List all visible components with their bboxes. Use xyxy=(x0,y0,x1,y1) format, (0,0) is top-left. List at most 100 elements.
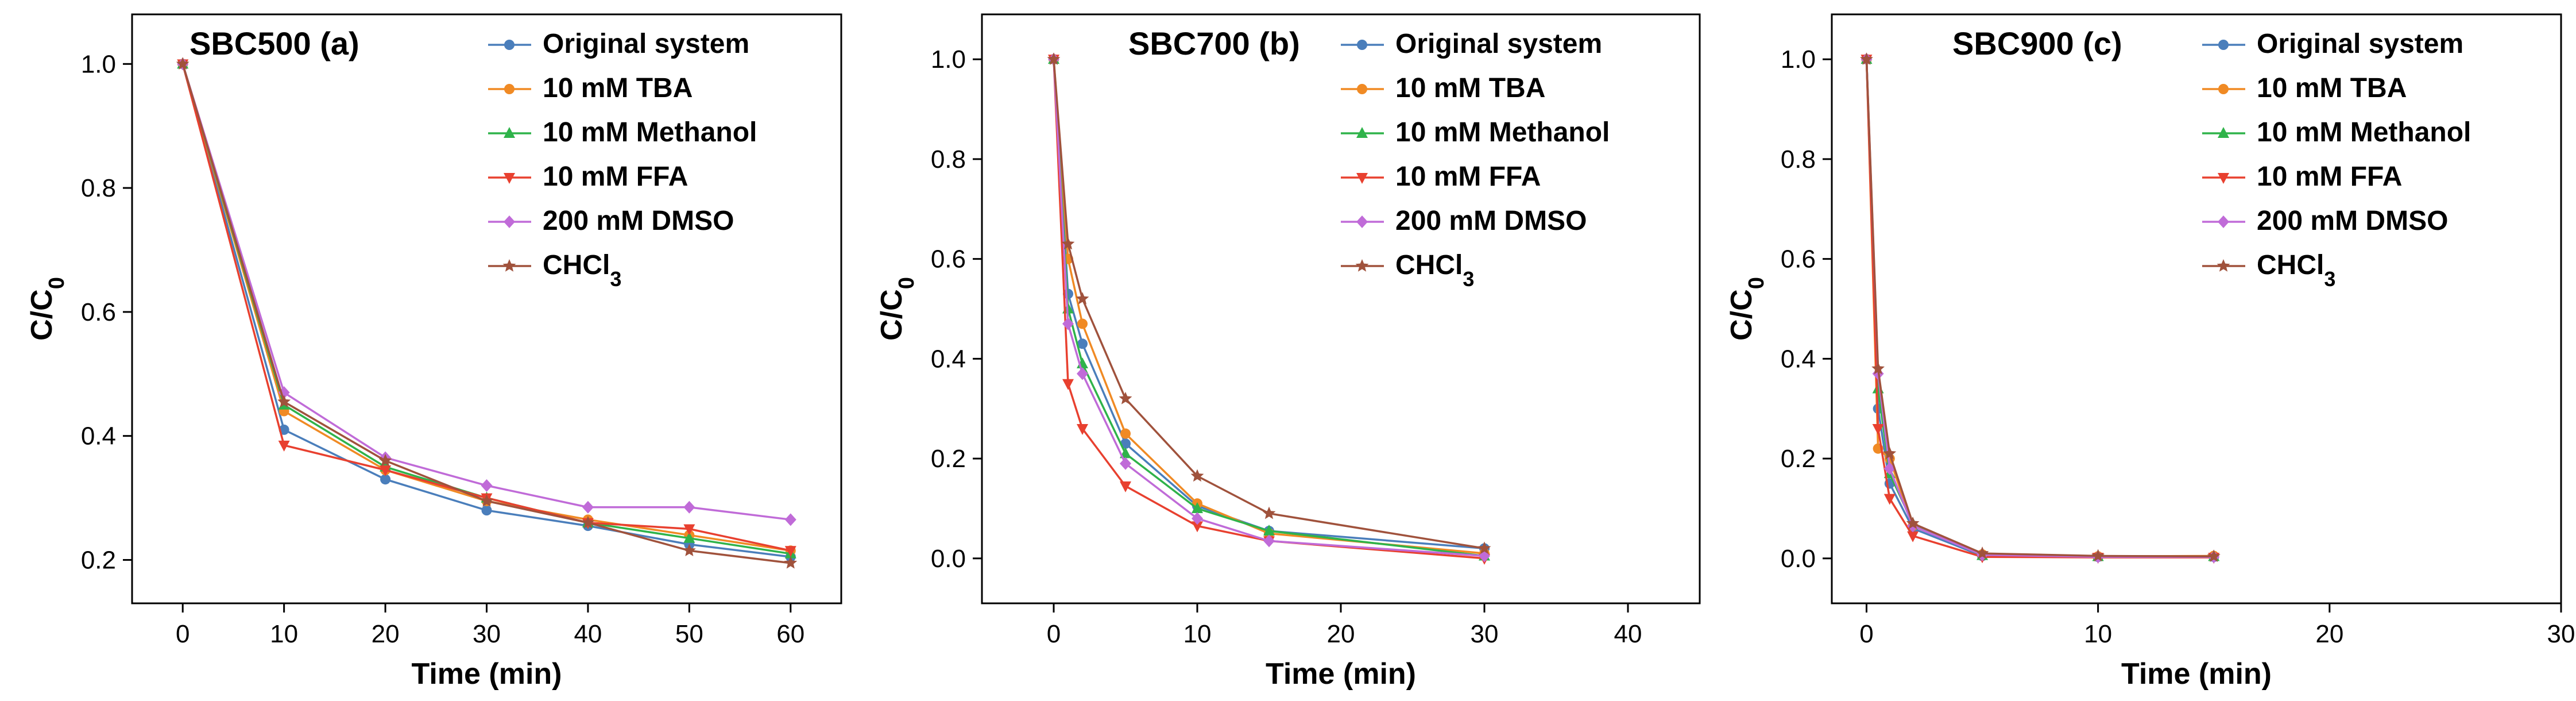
data-point xyxy=(278,440,290,452)
legend-label: CHCl3 xyxy=(543,250,621,291)
legend-swatch-marker xyxy=(504,127,515,138)
data-point xyxy=(1076,292,1089,305)
plot-frame xyxy=(1831,13,2562,604)
legend-label: 10 mM FFA xyxy=(2257,161,2402,192)
x-axis-title: Time (min) xyxy=(2121,657,2272,691)
series-200-mm-dmso xyxy=(1861,53,2220,564)
legend-swatch-marker xyxy=(504,215,515,228)
panel-title: SBC700 (b) xyxy=(1128,25,1300,61)
legend-swatch-marker xyxy=(2218,215,2229,228)
legend-label: 10 mM Methanol xyxy=(543,117,757,148)
data-point xyxy=(1192,512,1203,525)
data-point xyxy=(1077,338,1088,349)
data-point xyxy=(481,505,492,516)
data-point xyxy=(683,524,695,536)
data-point xyxy=(277,395,291,408)
y-tick-label: 1.0 xyxy=(81,50,116,78)
legend-label: 10 mM TBA xyxy=(2257,73,2407,103)
data-point xyxy=(380,465,392,477)
data-point xyxy=(1262,506,1276,519)
data-point xyxy=(1120,428,1131,439)
y-tick-label: 0.8 xyxy=(931,145,966,174)
data-point xyxy=(1062,379,1074,390)
legend-swatch-marker xyxy=(2217,259,2230,272)
legend: Original system 10 mM TBA 10 mM Methanol 10… xyxy=(2202,29,2471,291)
legend-label: 200 mM DMSO xyxy=(543,206,734,236)
y-tick-label: 0.4 xyxy=(931,345,966,373)
data-point xyxy=(1077,423,1088,435)
x-tick-label: 20 xyxy=(2315,620,2343,648)
x-tick-label: 0 xyxy=(1047,620,1061,648)
data-point xyxy=(1120,457,1131,470)
y-tick-label: 0.4 xyxy=(81,422,116,450)
data-point xyxy=(1192,502,1203,513)
data-point xyxy=(1860,52,1873,65)
legend-label: CHCl3 xyxy=(2257,250,2335,291)
x-tick-label: 0 xyxy=(1859,620,1873,648)
y-axis-title: C/C0 xyxy=(1725,277,1769,341)
y-tick-label: 0.6 xyxy=(1781,245,1816,274)
data-point xyxy=(784,556,798,569)
x-tick-label: 10 xyxy=(1183,620,1212,648)
data-point xyxy=(784,546,796,557)
legend-swatch-marker xyxy=(2218,40,2229,50)
legend-label: 200 mM DMSO xyxy=(2257,206,2448,236)
y-tick-label: 0.2 xyxy=(81,546,116,574)
legend-label: 10 mM FFA xyxy=(543,161,688,192)
data-point xyxy=(1061,237,1075,250)
data-point xyxy=(1906,517,1920,529)
legend-label: 10 mM TBA xyxy=(1395,73,1545,103)
data-point xyxy=(378,453,392,467)
data-point xyxy=(380,474,391,485)
data-point xyxy=(682,544,696,556)
series-chcl3 xyxy=(1047,52,1491,554)
legend-label: CHCl3 xyxy=(1395,250,1474,291)
data-point xyxy=(1077,318,1088,329)
data-point xyxy=(481,479,493,492)
x-tick-label: 10 xyxy=(270,620,298,648)
data-point xyxy=(1120,481,1131,492)
series-line xyxy=(1865,59,2214,558)
data-point xyxy=(480,494,493,507)
x-tick-label: 30 xyxy=(473,620,501,648)
x-tick-label: 40 xyxy=(1614,620,1642,648)
legend: Original system 10 mM TBA 10 mM Methanol 10… xyxy=(488,29,757,291)
data-point xyxy=(2207,549,2221,563)
series-line xyxy=(1865,59,2214,558)
legend-label: 10 mM Methanol xyxy=(2257,117,2471,148)
series-chcl3 xyxy=(1860,52,2221,563)
data-point xyxy=(1119,391,1132,405)
chart-panel-c: 0 10 20 30 0.0 0.2 0.4 0.6 0.8 1.0 Time (min) C/C0 S… xyxy=(1717,0,2575,701)
legend-swatch-marker xyxy=(2218,173,2229,184)
legend-label: 10 mM TBA xyxy=(543,73,693,103)
series-10-mm-methanol xyxy=(1861,53,2220,561)
legend-label: Original system xyxy=(543,29,749,59)
legend-swatch-marker xyxy=(1355,259,1369,272)
series-line xyxy=(1865,59,2214,558)
legend-swatch-marker xyxy=(1356,127,1368,138)
data-point xyxy=(1907,531,1919,542)
data-point xyxy=(1883,462,1896,475)
data-point xyxy=(1047,52,1061,65)
chart-panel-b: 0 10 20 30 40 0.0 0.2 0.4 0.6 0.8 1.0 Time (min) C/C… xyxy=(858,0,1717,701)
y-tick-label: 0.2 xyxy=(1781,445,1816,473)
data-point xyxy=(1975,546,1989,559)
y-tick-label: 1.0 xyxy=(1781,45,1816,74)
data-point xyxy=(581,515,595,529)
legend-swatch-marker xyxy=(504,84,515,94)
data-point xyxy=(683,500,695,514)
y-tick-label: 1.0 xyxy=(931,45,966,74)
y-tick-label: 0.4 xyxy=(1781,345,1816,373)
legend-label: Original system xyxy=(2257,29,2463,59)
legend-swatch-marker xyxy=(1357,40,1367,50)
legend-label: Original system xyxy=(1395,29,1602,59)
x-tick-label: 40 xyxy=(574,620,602,648)
panel-title: SBC500 (a) xyxy=(189,25,359,61)
x-tick-label: 30 xyxy=(2547,620,2575,648)
y-tick-label: 0.0 xyxy=(931,545,966,573)
y-tick-label: 0.6 xyxy=(81,298,116,326)
panel-title: SBC900 (c) xyxy=(1952,25,2122,61)
legend-swatch-marker xyxy=(2218,127,2229,138)
series-line xyxy=(1865,59,2214,559)
x-tick-label: 30 xyxy=(1471,620,1499,648)
